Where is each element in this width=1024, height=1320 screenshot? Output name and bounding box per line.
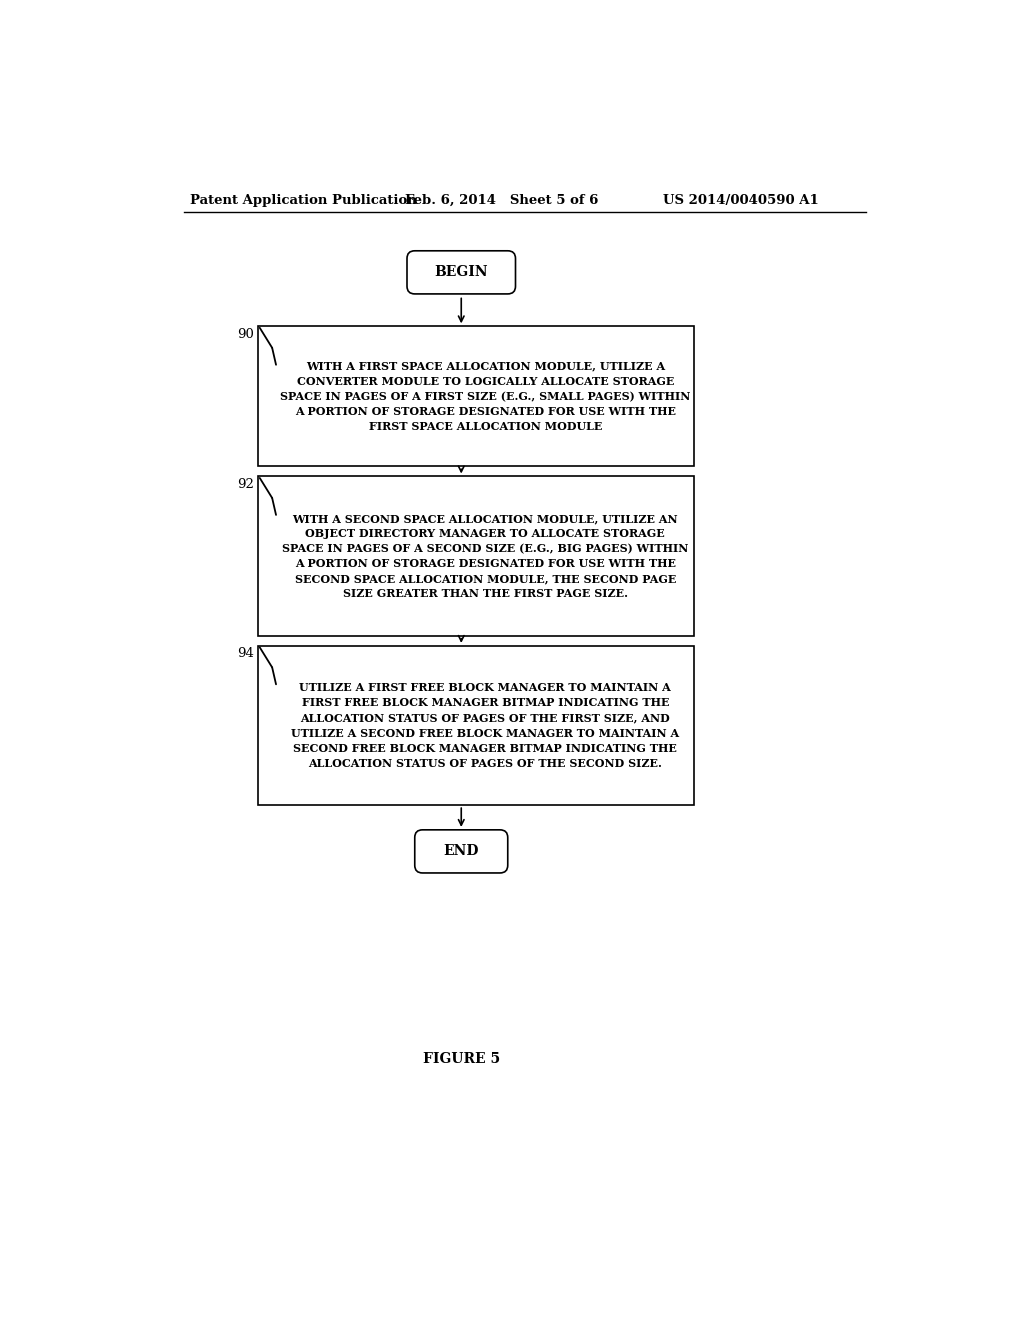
Text: WITH A SECOND SPACE ALLOCATION MODULE, UTILIZE AN
OBJECT DIRECTORY MANAGER TO AL: WITH A SECOND SPACE ALLOCATION MODULE, U… <box>282 513 688 599</box>
Text: FIGURE 5: FIGURE 5 <box>423 1052 500 1067</box>
Text: 92: 92 <box>238 478 254 491</box>
Text: BEGIN: BEGIN <box>434 265 488 280</box>
Text: Feb. 6, 2014   Sheet 5 of 6: Feb. 6, 2014 Sheet 5 of 6 <box>406 194 599 207</box>
Bar <box>258 477 693 636</box>
Text: US 2014/0040590 A1: US 2014/0040590 A1 <box>663 194 818 207</box>
Text: 90: 90 <box>238 327 254 341</box>
Text: WITH A FIRST SPACE ALLOCATION MODULE, UTILIZE A
CONVERTER MODULE TO LOGICALLY AL: WITH A FIRST SPACE ALLOCATION MODULE, UT… <box>281 360 690 432</box>
FancyBboxPatch shape <box>407 251 515 294</box>
Text: 94: 94 <box>238 647 254 660</box>
Bar <box>258 326 693 466</box>
Text: Patent Application Publication: Patent Application Publication <box>190 194 417 207</box>
Text: UTILIZE A FIRST FREE BLOCK MANAGER TO MAINTAIN A
FIRST FREE BLOCK MANAGER BITMAP: UTILIZE A FIRST FREE BLOCK MANAGER TO MA… <box>291 682 679 768</box>
Bar <box>258 645 693 805</box>
Text: END: END <box>443 845 479 858</box>
FancyBboxPatch shape <box>415 830 508 873</box>
